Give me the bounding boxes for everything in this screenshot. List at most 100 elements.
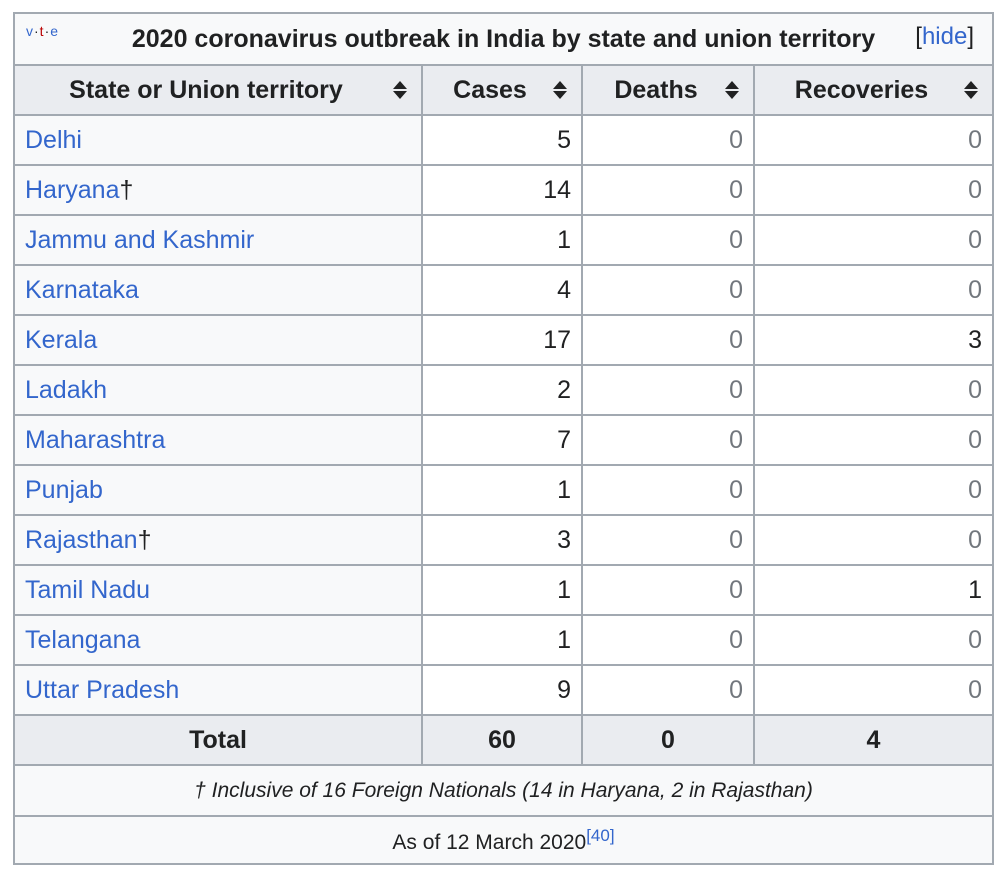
column-header-recoveries[interactable]: Recoveries bbox=[753, 64, 994, 116]
recoveries-cell: 0 bbox=[753, 214, 994, 266]
column-header-cases[interactable]: Cases bbox=[421, 64, 583, 116]
table-row: Karnataka 4 0 0 bbox=[13, 264, 994, 316]
recoveries-cell: 3 bbox=[753, 314, 994, 366]
total-deaths: 0 bbox=[581, 714, 755, 766]
state-cell: Uttar Pradesh bbox=[13, 664, 423, 716]
cases-cell: 9 bbox=[421, 664, 583, 716]
table-row: Kerala 17 0 3 bbox=[13, 314, 994, 366]
table-row: Haryana† 14 0 0 bbox=[13, 164, 994, 216]
total-row: Total 60 0 4 bbox=[13, 714, 994, 766]
cases-cell: 1 bbox=[421, 564, 583, 616]
cases-cell: 1 bbox=[421, 614, 583, 666]
table-row: Telangana 1 0 0 bbox=[13, 614, 994, 666]
table-row: Ladakh 2 0 0 bbox=[13, 364, 994, 416]
column-header-label: Recoveries bbox=[794, 75, 929, 104]
view-template-link[interactable]: v bbox=[26, 23, 34, 39]
hide-button[interactable]: hide bbox=[921, 23, 968, 50]
deaths-cell: 0 bbox=[581, 414, 755, 466]
hide-bracket-open: [ bbox=[915, 23, 922, 50]
recoveries-cell: 0 bbox=[753, 664, 994, 716]
deaths-cell: 0 bbox=[581, 564, 755, 616]
dagger-mark: † bbox=[119, 175, 134, 204]
recoveries-cell: 1 bbox=[753, 564, 994, 616]
state-link[interactable]: Delhi bbox=[25, 125, 82, 154]
state-cell: Karnataka bbox=[13, 264, 423, 316]
hide-toggle: [hide] bbox=[915, 23, 974, 51]
sort-icon[interactable] bbox=[725, 80, 739, 100]
cases-cell: 5 bbox=[421, 114, 583, 166]
state-link[interactable]: Telangana bbox=[25, 625, 141, 654]
deaths-cell: 0 bbox=[581, 164, 755, 216]
table-row: Uttar Pradesh 9 0 0 bbox=[13, 664, 994, 716]
total-cases: 60 bbox=[421, 714, 583, 766]
outbreak-table: v·t·e 2020 coronavirus outbreak in India… bbox=[13, 12, 994, 865]
state-cell: Punjab bbox=[13, 464, 423, 516]
sort-icon[interactable] bbox=[964, 80, 978, 100]
footnote: † Inclusive of 16 Foreign Nationals (14 … bbox=[13, 764, 994, 817]
state-link[interactable]: Kerala bbox=[25, 325, 98, 354]
state-link[interactable]: Tamil Nadu bbox=[25, 575, 151, 604]
cases-cell: 1 bbox=[421, 464, 583, 516]
recoveries-cell: 0 bbox=[753, 364, 994, 416]
state-cell: Delhi bbox=[13, 114, 423, 166]
footnote-row: † Inclusive of 16 Foreign Nationals (14 … bbox=[13, 764, 994, 817]
deaths-cell: 0 bbox=[581, 514, 755, 566]
deaths-cell: 0 bbox=[581, 214, 755, 266]
total-label: Total bbox=[13, 714, 423, 766]
cases-cell: 7 bbox=[421, 414, 583, 466]
state-cell: Ladakh bbox=[13, 364, 423, 416]
cases-cell: 1 bbox=[421, 214, 583, 266]
as-of-cell: As of 12 March 2020[40] bbox=[13, 815, 994, 865]
sort-icon[interactable] bbox=[553, 80, 567, 100]
recoveries-cell: 0 bbox=[753, 514, 994, 566]
hide-bracket-close: ] bbox=[967, 23, 974, 50]
state-link[interactable]: Jammu and Kashmir bbox=[25, 225, 255, 254]
recoveries-cell: 0 bbox=[753, 614, 994, 666]
state-link[interactable]: Rajasthan bbox=[25, 525, 138, 554]
state-link[interactable]: Ladakh bbox=[25, 375, 108, 404]
state-link[interactable]: Punjab bbox=[25, 475, 103, 504]
talk-template-link[interactable]: t bbox=[39, 23, 45, 39]
state-link[interactable]: Maharashtra bbox=[25, 425, 166, 454]
table-row: Delhi 5 0 0 bbox=[13, 114, 994, 166]
state-link[interactable]: Uttar Pradesh bbox=[25, 675, 180, 704]
deaths-cell: 0 bbox=[581, 114, 755, 166]
deaths-cell: 0 bbox=[581, 314, 755, 366]
state-link[interactable]: Haryana bbox=[25, 175, 120, 204]
deaths-cell: 0 bbox=[581, 264, 755, 316]
deaths-cell: 0 bbox=[581, 614, 755, 666]
state-cell: Maharashtra bbox=[13, 414, 423, 466]
state-cell: Tamil Nadu bbox=[13, 564, 423, 616]
recoveries-cell: 0 bbox=[753, 114, 994, 166]
as-of-row: As of 12 March 2020[40] bbox=[13, 815, 994, 865]
table-row: Punjab 1 0 0 bbox=[13, 464, 994, 516]
state-cell: Rajasthan† bbox=[13, 514, 423, 566]
total-recoveries: 4 bbox=[753, 714, 994, 766]
column-header-label: State or Union territory bbox=[69, 75, 343, 104]
recoveries-cell: 0 bbox=[753, 264, 994, 316]
table-row: Tamil Nadu 1 0 1 bbox=[13, 564, 994, 616]
cases-cell: 2 bbox=[421, 364, 583, 416]
sort-icon[interactable] bbox=[393, 80, 407, 100]
navbox-wrapper: v·t·e 2020 coronavirus outbreak in India… bbox=[13, 12, 994, 865]
deaths-cell: 0 bbox=[581, 364, 755, 416]
column-header-deaths[interactable]: Deaths bbox=[581, 64, 755, 116]
state-cell: Haryana† bbox=[13, 164, 423, 216]
vte-separator: · bbox=[44, 23, 51, 39]
state-link[interactable]: Karnataka bbox=[25, 275, 139, 304]
column-header-state[interactable]: State or Union territory bbox=[13, 64, 423, 116]
table-row: Jammu and Kashmir 1 0 0 bbox=[13, 214, 994, 266]
column-header-label: Deaths bbox=[614, 75, 698, 104]
cases-cell: 3 bbox=[421, 514, 583, 566]
caption-row: v·t·e 2020 coronavirus outbreak in India… bbox=[13, 12, 994, 66]
as-of-text: As of 12 March 2020 bbox=[392, 831, 587, 854]
reference-superscript: [40] bbox=[586, 825, 614, 845]
edit-template-link[interactable]: e bbox=[50, 23, 60, 39]
table-title: 2020 coronavirus outbreak in India by st… bbox=[131, 24, 876, 53]
table-row: Rajasthan† 3 0 0 bbox=[13, 514, 994, 566]
reference-link[interactable]: [40] bbox=[586, 826, 615, 845]
state-cell: Telangana bbox=[13, 614, 423, 666]
cases-cell: 14 bbox=[421, 164, 583, 216]
recoveries-cell: 0 bbox=[753, 414, 994, 466]
deaths-cell: 0 bbox=[581, 664, 755, 716]
